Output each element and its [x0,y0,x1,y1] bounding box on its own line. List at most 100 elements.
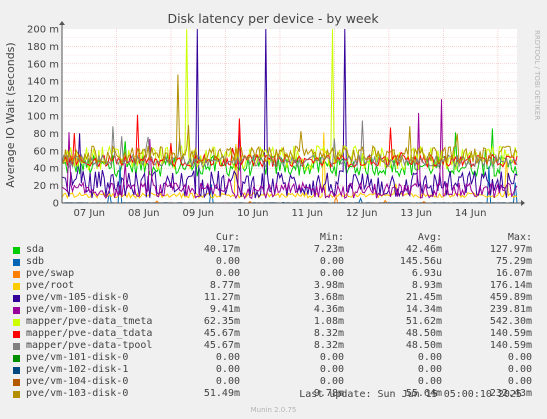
legend-row: pve/vm-105-disk-0 11.27m 3.68m 21.45m 459.89… [12,292,542,304]
y-tick-label: 40 m [33,164,59,175]
legend-header-min: Min: [319,232,344,243]
last-update: Last update: Sun Jun 15 05:00:10 2025 [299,389,522,400]
y-tick-label: 100 m [27,112,59,123]
legend-row: mapper/pve-data_tmeta 62.35m 1.08m 51.62m 54… [12,316,542,328]
legend-min-value: 4.36m [313,304,344,315]
legend-series-name: pve/vm-101-disk-0 [26,352,129,363]
y-tick-label: 180 m [27,42,59,53]
y-axis: 0 20 m 40 m 60 m 80 m 100 m 120 m 140 m 160 m 180… [27,25,59,210]
legend-min-value: 0.00 [319,364,344,375]
legend-avg-value: 145.56u [399,256,442,267]
rrdtool-credit: RRDTOOL / TOBI OETIKER [533,30,541,120]
legend-max-value: 239.81m [489,304,532,315]
legend-cur-value: 11.27m [203,292,240,303]
y-tick-label: 140 m [27,77,59,88]
legend-header-max: Max: [507,232,532,243]
legend-series-name: sda [26,244,45,255]
y-tick-label: 160 m [27,59,59,70]
y-axis-arrow [59,21,65,25]
x-tick-label: 12 Jun [346,208,378,219]
y-tick-label: 80 m [33,129,59,140]
legend-row: pve/vm-100-disk-0 9.41m 4.36m 14.34m 239.81m [12,304,542,316]
legend-min-value: 0.00 [319,352,344,363]
legend-series-name: pve/vm-104-disk-0 [26,376,129,387]
legend-cur-value: 0.00 [215,352,240,363]
series-line [61,132,518,200]
legend-series-name: pve/vm-103-disk-0 [26,388,129,399]
legend-min-value: 9.78m [313,388,344,399]
legend-max-value: 140.59m [489,328,532,339]
legend-avg-value: 6.93u [411,268,442,279]
legend-avg-value: 55.64m [405,388,442,399]
legend-swatch [13,271,20,278]
x-tick-label: 11 Jun [291,208,323,219]
legend-swatch [13,367,20,374]
legend-series-name: mapper/pve-data_tmeta [26,316,153,327]
legend-swatch [13,283,20,290]
y-tick-label: 0 [53,199,59,210]
legend-row: mapper/pve-data-tpool 45.67m 8.32m 48.50m 14… [12,340,542,352]
legend-row: sda 40.17m 7.23m 42.46m 127.97m [12,244,542,256]
legend-avg-value: 0.00 [417,352,442,363]
legend-series-name: pve/vm-105-disk-0 [26,292,129,303]
legend-header-avg: Avg: [417,232,442,243]
legend-min-value: 7.23m [313,244,344,255]
legend-series-name: pve/vm-102-disk-1 [26,364,129,375]
legend-min-value: 8.32m [313,340,344,351]
legend-max-value: 542.30m [489,316,532,327]
legend-cur-value: 62.35m [203,316,240,327]
legend-row: pve/vm-102-disk-1 0.00 0.00 0.00 0.00 [12,364,542,376]
legend-avg-value: 21.45m [405,292,442,303]
legend-avg-value: 48.50m [405,328,442,339]
series-line [61,99,518,200]
legend-max-value: 0.00 [507,364,532,375]
legend-swatch [13,247,20,254]
legend-min-value: 3.98m [313,280,344,291]
legend-max-value: 16.07m [495,268,532,279]
legend-max-value: 176.14m [489,280,532,291]
legend-row: pve/vm-103-disk-0 51.49m 9.78m 55.64m 232.43… [12,388,542,400]
chart: Disk latency per device - by week Averag… [4,11,541,219]
y-tick-label: 20 m [33,181,59,192]
legend-avg-value: 48.50m [405,340,442,351]
version-label: Munin 2.0.75 [250,406,297,414]
legend-min-value: 8.32m [313,328,344,339]
legend-max-value: 75.29m [495,256,532,267]
legend-swatch [13,331,20,338]
legend-header: Cur: Min: Avg: Max: [12,232,542,244]
y-axis-label: Average IO Wait (seconds) [4,42,17,187]
legend-max-value: 0.00 [507,352,532,363]
legend-swatch [13,391,20,398]
legend-row: mapper/pve-data_tdata 45.67m 8.32m 48.50m 14… [12,328,542,340]
legend-max-value: 459.89m [489,292,532,303]
x-tick-label: 08 Jun [128,208,160,219]
x-axis: 07 Jun 08 Jun 09 Jun 10 Jun 11 Jun 12 Jun 13 J… [73,208,486,219]
legend-max-value: 0.00 [507,376,532,387]
legend-min-value: 0.00 [319,268,344,279]
legend-swatch [13,343,20,350]
chart-title: Disk latency per device - by week [167,11,379,26]
legend-swatch [13,319,20,326]
legend-row: sdb 0.00 0.00 145.56u 75.29m [12,256,542,268]
x-tick-label: 07 Jun [73,208,105,219]
y-tick-label: 200 m [27,25,59,36]
legend-max-value: 232.43m [489,388,532,399]
legend: Cur: Min: Avg: Max: sda 40.17m 7.23m 42.46m… [12,232,542,400]
legend-cur-value: 0.00 [215,268,240,279]
legend-swatch [13,295,20,302]
legend-cur-value: 9.41m [209,304,240,315]
legend-min-value: 0.00 [319,256,344,267]
legend-swatch [13,307,20,314]
legend-swatch [13,355,20,362]
legend-row: pve/vm-104-disk-0 0.00 0.00 0.00 0.00 [12,376,542,388]
legend-cur-value: 51.49m [203,388,240,399]
legend-cur-value: 8.77m [209,280,240,291]
legend-avg-value: 51.62m [405,316,442,327]
series-line [61,120,518,169]
legend-swatch [13,379,20,386]
legend-series-name: sdb [26,256,45,267]
legend-avg-value: 42.46m [405,244,442,255]
legend-min-value: 0.00 [319,376,344,387]
legend-cur-value: 40.17m [203,244,240,255]
legend-max-value: 140.59m [489,340,532,351]
